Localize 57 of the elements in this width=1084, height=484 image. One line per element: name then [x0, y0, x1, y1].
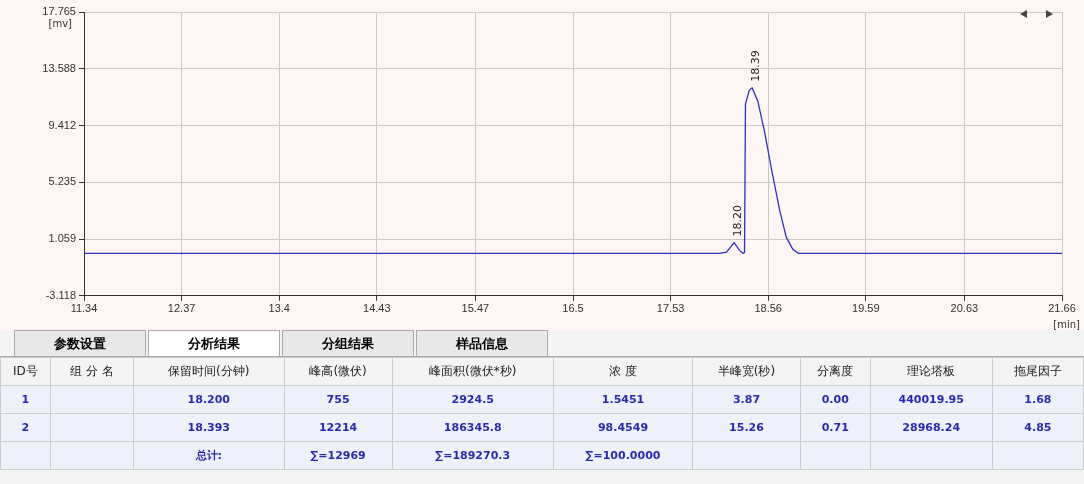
text: 3.87 — [732, 393, 761, 406]
category-label: 浓 度 — [553, 357, 693, 386]
text: 分析结果 — [148, 330, 280, 356]
text: 755 — [326, 393, 350, 406]
text: 440019.95 — [898, 393, 964, 406]
text: 18.200 — [187, 393, 231, 406]
y-tick-label: 1.059 — [48, 232, 76, 245]
text: 分组结果 — [282, 330, 414, 356]
x-tick-label: 19.59 — [852, 302, 880, 315]
text: 18.393 — [187, 421, 231, 434]
text: 28968.24 — [902, 421, 961, 434]
category-label: 半峰宽(秒) — [692, 357, 801, 386]
text: 2924.5 — [451, 393, 494, 406]
x-tick-label: 18.56 — [754, 302, 782, 315]
category-label: 拖尾因子 — [992, 357, 1084, 386]
text: 15.26 — [729, 421, 764, 434]
text: 98.4549 — [597, 421, 649, 434]
y-tick-label: 17.765 — [42, 5, 76, 18]
x-tick-label: 20.63 — [950, 302, 979, 315]
text: ∑=12969 — [310, 449, 366, 462]
text: 1.68 — [1024, 393, 1052, 406]
x-tick-label: 15.47 — [461, 302, 490, 315]
x-axis-title: [min] — [1053, 318, 1081, 330]
y-tick-label: -3.118 — [45, 288, 76, 301]
y-axis-title: [mv] — [48, 17, 73, 29]
x-tick-label: 11.34 — [70, 302, 98, 315]
category-label: 峰面积(微伏*秒) — [392, 357, 554, 386]
category-label: ID号 — [0, 357, 51, 386]
x-tick-label: 21.66 — [1048, 302, 1076, 315]
text: 参数设置 — [14, 330, 146, 356]
text: 0.00 — [821, 393, 849, 406]
text: 186345.8 — [443, 421, 502, 434]
y-tick-label: 9.412 — [48, 118, 76, 131]
category-label: 保留时间(分钟) — [133, 357, 285, 386]
text: 4.85 — [1024, 421, 1052, 434]
y-tick-label: 13.588 — [42, 61, 76, 74]
text: ∑=189270.3 — [435, 449, 511, 462]
text: 1.5451 — [601, 393, 645, 406]
category-label: 组 分 名 — [50, 357, 134, 386]
category-label: 理论塔板 — [870, 357, 993, 386]
x-tick-label: 12.37 — [167, 302, 196, 315]
text: 12214 — [318, 421, 358, 434]
text: 总计: — [195, 449, 222, 462]
text: 1 — [21, 393, 30, 406]
x-tick-label: 16.5 — [562, 302, 584, 315]
category-label: 峰高(微伏) — [284, 357, 393, 386]
annotation: 18.39 — [748, 50, 762, 82]
x-tick-label: 17.53 — [656, 302, 685, 315]
text: ∑=100.0000 — [585, 449, 661, 462]
category-label: 分离度 — [800, 357, 871, 386]
annotation: 18.20 — [730, 205, 744, 237]
y-tick-label: 5.235 — [48, 175, 76, 188]
x-tick-label: 14.43 — [363, 302, 391, 315]
x-tick-label: 13.4 — [268, 302, 290, 315]
text: 样品信息 — [416, 330, 548, 356]
text: 0.71 — [821, 421, 849, 434]
text: 2 — [21, 421, 30, 434]
